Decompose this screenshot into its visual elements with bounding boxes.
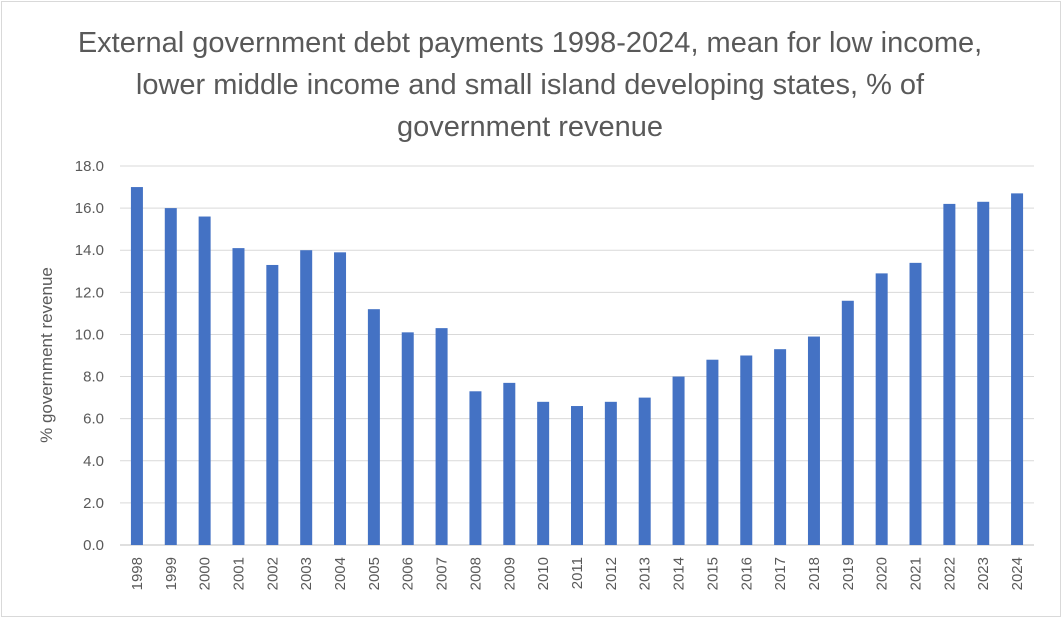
y-tick-label: 12.0	[75, 284, 104, 301]
x-tick-label: 2018	[806, 557, 823, 590]
x-tick-label: 2017	[772, 557, 789, 590]
x-tick-label: 2011	[569, 557, 586, 589]
bar-2007	[435, 328, 448, 545]
y-tick-label: 10.0	[75, 326, 104, 343]
bar-2000	[198, 216, 211, 545]
x-tick-label: 2020	[874, 557, 891, 590]
bar-2012	[604, 401, 617, 545]
y-tick-label: 6.0	[83, 411, 104, 428]
bar-2002	[266, 264, 279, 545]
y-tick-label: 2.0	[83, 495, 104, 512]
y-tick-label: 8.0	[83, 369, 104, 386]
y-tick-label: 4.0	[83, 453, 104, 470]
bar-2008	[469, 391, 482, 545]
bar-1998	[130, 187, 143, 545]
bar-2013	[638, 397, 651, 545]
bar-2017	[774, 349, 787, 545]
x-tick-label: 2005	[366, 557, 383, 590]
bar-2006	[401, 332, 414, 545]
bar-2009	[503, 382, 516, 545]
chart-title: External government debt payments 1998-2…	[77, 27, 983, 143]
x-tick-label: 2013	[637, 557, 654, 590]
bars	[130, 187, 1024, 546]
x-tick-label: 2016	[738, 557, 755, 590]
bar-2003	[300, 250, 313, 545]
bar-2024	[1011, 193, 1024, 545]
bar-2019	[841, 300, 854, 545]
bar-1999	[164, 208, 177, 546]
x-tick-label: 2003	[298, 557, 315, 590]
x-tick-label: 2000	[197, 557, 214, 590]
x-tick-label: 2004	[332, 557, 349, 590]
bar-2010	[537, 401, 550, 545]
bar-2018	[807, 336, 820, 545]
x-tick-label: 1999	[163, 557, 180, 590]
x-tick-label: 2006	[400, 557, 417, 590]
bar-2022	[943, 203, 956, 545]
bar-2014	[672, 376, 685, 545]
x-tick-label: 2007	[434, 557, 451, 590]
x-tick-label: 2019	[840, 557, 857, 590]
y-axis-ticks: 0.0 2.0 4.0 6.0 8.0 10.0 12.0 14.0 16.0 18.0	[75, 158, 104, 554]
x-tick-label: 2021	[908, 557, 925, 590]
x-tick-label: 2023	[975, 557, 992, 590]
x-tick-label: 2010	[535, 557, 552, 590]
y-tick-label: 0.0	[83, 537, 104, 554]
x-axis-ticks: 1998 1999 2000 2001 2002 2003 2004 2005 2006 2007…	[129, 557, 1026, 590]
bar-2020	[875, 273, 888, 545]
x-tick-label: 2009	[501, 557, 518, 590]
y-axis-title: % government revenue	[37, 267, 56, 443]
bar-2004	[334, 252, 347, 545]
x-tick-label: 2014	[671, 557, 688, 590]
bar-2001	[232, 248, 245, 545]
x-tick-label: 2024	[1009, 557, 1026, 590]
y-tick-label: 16.0	[75, 200, 104, 217]
x-tick-label: 2002	[264, 557, 281, 590]
bar-2021	[909, 262, 922, 545]
bar-2005	[367, 309, 380, 545]
bar-2015	[706, 359, 719, 545]
x-tick-label: 2001	[230, 557, 247, 590]
bar-2011	[571, 406, 583, 545]
bar-2016	[740, 355, 753, 545]
x-tick-label: 2022	[941, 557, 958, 590]
y-tick-label: 18.0	[75, 158, 104, 175]
bar-2023	[977, 201, 990, 546]
x-tick-label: 1998	[129, 557, 146, 590]
x-tick-label: 2008	[467, 557, 484, 590]
x-tick-label: 2012	[603, 557, 620, 590]
x-tick-label: 2015	[704, 557, 721, 590]
y-tick-label: 14.0	[75, 242, 104, 259]
